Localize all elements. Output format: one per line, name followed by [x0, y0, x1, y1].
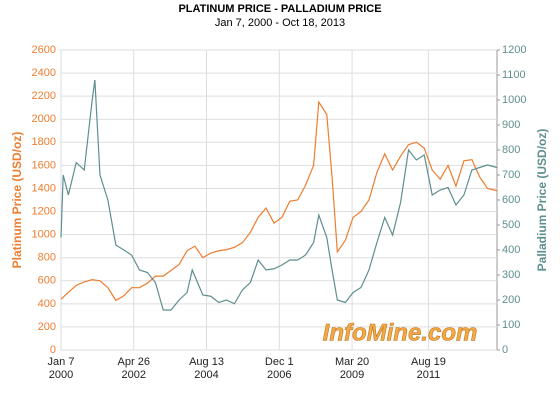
y-tick-label: 400	[38, 298, 56, 310]
chart-title: PLATINUM PRICE - PALLADIUM PRICE	[178, 3, 381, 15]
y-tick-label: 2400	[32, 67, 56, 79]
y-tick-label: 1400	[32, 182, 56, 194]
y-tick-label: 800	[38, 252, 56, 264]
y-tick-label: 200	[38, 321, 56, 333]
y2-tick-label: 400	[502, 244, 520, 256]
y2-tick-label: 1200	[502, 44, 526, 56]
y-tick-label: 0	[50, 344, 56, 356]
y2-tick-label: 0	[502, 344, 508, 356]
y2-tick-label: 700	[502, 169, 520, 181]
y-tick-label: 1800	[32, 136, 56, 148]
y-tick-label: 2200	[32, 90, 56, 102]
y-axis-label: Platinum Price (USD/oz)	[10, 132, 24, 269]
x-tick-label: Apr 26 2002	[117, 356, 150, 381]
y2-tick-label: 600	[502, 194, 520, 206]
line-series	[60, 100, 498, 302]
line-series	[60, 79, 498, 311]
x-tick-label: Mar 20 2009	[334, 356, 370, 381]
y-tick-label: 2000	[32, 113, 56, 125]
watermark: InfoMine.com	[323, 319, 478, 346]
x-tick-label: Aug 13 2004	[189, 356, 224, 381]
y2-tick-label: 800	[502, 144, 520, 156]
y2-axis-label: Palladium Price (USD/oz)	[535, 129, 549, 272]
y2-tick-label: 300	[502, 269, 520, 281]
y2-tick-label: 1100	[502, 69, 526, 81]
y2-tick-label: 1000	[502, 94, 526, 106]
grid	[60, 49, 497, 351]
y2-tick-label: 100	[502, 319, 520, 331]
y-tick-label: 1000	[32, 229, 56, 241]
x-tick-label: Jan 7 2000	[47, 356, 75, 381]
x-tick-label: Dec 1 2006	[264, 356, 294, 381]
lines	[60, 79, 498, 311]
y-tick-label: 600	[38, 275, 56, 287]
y-tick-label: 1600	[32, 159, 56, 171]
y2-tick-label: 500	[502, 219, 520, 231]
x-tick-label: Aug 19 2011	[411, 356, 446, 381]
y2-tick-label: 200	[502, 294, 520, 306]
y2-tick-label: 900	[502, 119, 520, 131]
y-tick-label: 2600	[32, 44, 56, 56]
chart-subtitle: Jan 7, 2000 - Oct 18, 2013	[215, 17, 345, 29]
y-tick-label: 1200	[32, 205, 56, 217]
